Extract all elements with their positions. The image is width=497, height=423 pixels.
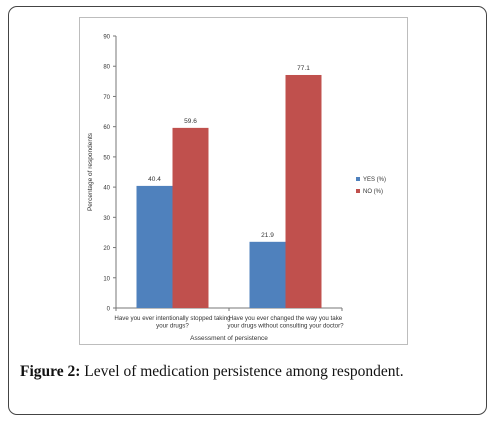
caption-label: Figure 2: <box>20 363 81 380</box>
y-tick-label: 40 <box>103 186 110 192</box>
legend-label: NO (%) <box>363 189 383 195</box>
x-tick-label: Have you ever intentionally stopped taki… <box>114 315 231 322</box>
y-tick-label: 0 <box>107 307 111 313</box>
y-tick-label: 80 <box>103 65 110 71</box>
chart-area: 0 10 20 30 40 50 60 70 80 90 40.4 59.6 21.9 77.1 Hav… <box>79 17 408 345</box>
y-tick-label: 10 <box>103 276 110 282</box>
bar-chart: 0 10 20 30 40 50 60 70 80 90 40.4 59.6 21.9 77.1 Hav… <box>87 35 386 343</box>
y-tick-label: 30 <box>103 216 110 222</box>
y-tick-labels: 0 10 20 30 40 50 60 70 80 90 <box>103 35 110 313</box>
x-tick-label: your drugs without consulting your docto… <box>227 323 344 330</box>
bars-group <box>136 74 322 309</box>
x-tick-label: your drugs? <box>156 323 189 330</box>
y-tick-label: 20 <box>103 246 110 252</box>
data-label: 40.4 <box>148 176 161 183</box>
y-axis-label: Percentage of respondents <box>87 132 94 211</box>
x-tick-label: Have you ever changed the way you take <box>229 315 343 322</box>
bar-yes <box>136 185 173 308</box>
y-tick-label: 50 <box>103 155 110 161</box>
data-label: 59.6 <box>184 118 197 125</box>
data-label: 21.9 <box>261 232 274 239</box>
legend-swatch <box>356 177 360 181</box>
y-tick-label: 90 <box>103 35 110 41</box>
legend: YES (%) NO (%) <box>356 177 386 195</box>
bar-no <box>285 74 322 308</box>
legend-label: YES (%) <box>363 177 386 183</box>
y-tick-label: 60 <box>103 125 110 131</box>
legend-swatch <box>356 189 360 193</box>
data-label: 77.1 <box>297 65 310 72</box>
bar-yes <box>249 241 286 308</box>
bar-no <box>172 127 209 309</box>
data-labels: 40.4 59.6 21.9 77.1 <box>148 65 310 239</box>
x-axis-label: Assessment of persistence <box>190 335 268 342</box>
y-tick-label: 70 <box>103 95 110 101</box>
caption-text: Level of medication persistence among re… <box>84 363 404 380</box>
figure-caption: Figure 2: Level of medication persistenc… <box>20 363 480 381</box>
x-tick-labels: Have you ever intentionally stopped taki… <box>114 315 344 330</box>
